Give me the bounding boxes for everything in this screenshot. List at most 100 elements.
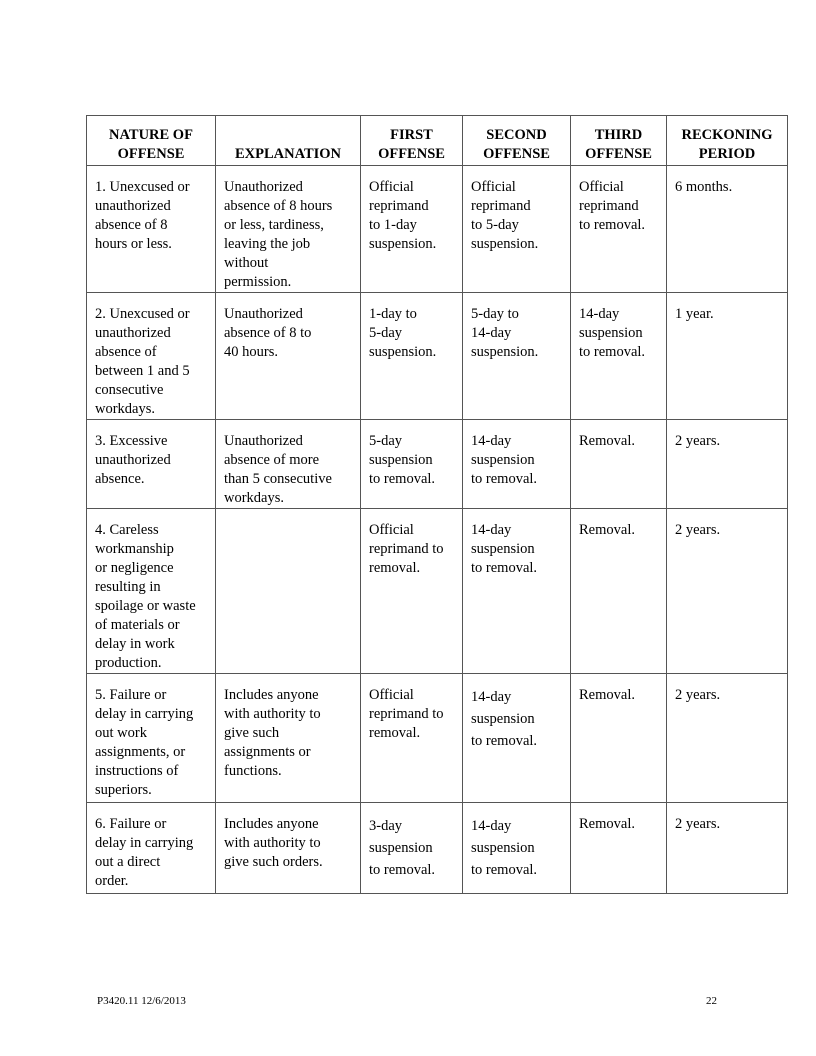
cell-text: assignments, or (95, 744, 186, 760)
cell-text: reprimand to (369, 706, 444, 722)
header-second-offense: SECOND OFFENSE (462, 115, 571, 166)
cell-second-offense: 14-day suspension to removal. (462, 419, 571, 509)
header-third-offense: THIRD OFFENSE (570, 115, 667, 166)
cell-text: reprimand (369, 198, 429, 214)
cell-text: Includes anyone (224, 816, 319, 832)
header-text: PERIOD (698, 146, 756, 162)
cell-text: suspension. (369, 236, 437, 252)
cell-text: functions. (224, 763, 282, 779)
cell-text: unauthorized (95, 198, 171, 214)
cell-text: to removal. (369, 471, 436, 487)
cell-text: Unauthorized (224, 433, 303, 449)
cell-text: Removal. (579, 816, 635, 832)
cell-text: suspension. (369, 344, 437, 360)
cell-text: to 1-day (369, 217, 417, 233)
cell-text: with authority to (224, 835, 321, 851)
cell-reckoning-period: 6 months. (666, 165, 788, 293)
cell-text: Removal. (579, 522, 635, 538)
cell-text: 1. Unexcused or (95, 179, 190, 195)
cell-third-offense: Removal. (570, 508, 667, 674)
cell-text: 14-day (471, 522, 512, 538)
cell-text: reprimand (579, 198, 639, 214)
cell-text: to removal. (471, 862, 538, 878)
cell-third-offense: Removal. (570, 802, 667, 894)
header-nature-of-offense: NATURE OF OFFENSE (86, 115, 216, 166)
cell-text: delay in work (95, 636, 175, 652)
cell-text: to removal. (471, 471, 538, 487)
cell-text: Includes anyone (224, 687, 319, 703)
cell-text: delay in carrying (95, 706, 194, 722)
cell-text: 14-day (471, 433, 512, 449)
cell-third-offense: Removal. (570, 419, 667, 509)
cell-first-offense: Official reprimand to removal. (360, 508, 463, 674)
cell-text: suspension (369, 840, 433, 856)
header-text: NATURE OF (109, 127, 193, 143)
cell-third-offense: 14-day suspension to removal. (570, 292, 667, 420)
cell-second-offense: 14-day suspension to removal. (462, 673, 571, 803)
cell-reckoning-period: 1 year. (666, 292, 788, 420)
cell-nature-of-offense: 2. Unexcused or unauthorized absence of bet… (86, 292, 216, 420)
table-row: 3. Excessive unauthorized absence. Unauthor… (86, 419, 788, 509)
cell-text: reprimand to (369, 541, 444, 557)
cell-text: to removal. (579, 217, 646, 233)
cell-text: suspension (471, 840, 535, 856)
cell-text: reprimand (471, 198, 531, 214)
cell-text: order. (95, 873, 129, 889)
cell-text: or less, tardiness, (224, 217, 324, 233)
header-text: SECOND (486, 127, 547, 143)
cell-text: give such orders. (224, 854, 323, 870)
cell-text: 4. Careless (95, 522, 159, 538)
cell-reckoning-period: 2 years. (666, 673, 788, 803)
cell-text: resulting in (95, 579, 161, 595)
cell-text: Unauthorized (224, 306, 303, 322)
cell-text: hours or less. (95, 236, 172, 252)
cell-text: workdays. (95, 401, 156, 417)
cell-text: 40 hours. (224, 344, 278, 360)
cell-text: 5. Failure or (95, 687, 167, 703)
table-header-row: NATURE OF OFFENSE EXPLANATION FIRST OFFENSE S… (86, 115, 788, 166)
cell-text: out work (95, 725, 147, 741)
cell-text: consecutive (95, 382, 164, 398)
cell-reckoning-period: 2 years. (666, 419, 788, 509)
cell-first-offense: 5-day suspension to removal. (360, 419, 463, 509)
table-row: 5. Failure or delay in carrying out work as… (86, 673, 788, 803)
cell-reckoning-period: 2 years. (666, 508, 788, 674)
cell-text: Official (471, 179, 516, 195)
cell-text: out a direct (95, 854, 161, 870)
header-text: EXPLANATION (234, 146, 342, 162)
cell-text: than 5 consecutive (224, 471, 332, 487)
cell-reckoning-period: 2 years. (666, 802, 788, 894)
cell-text: absence of 8 (95, 217, 168, 233)
cell-text: absence. (95, 471, 145, 487)
cell-text: suspension. (471, 236, 539, 252)
cell-text: instructions of (95, 763, 179, 779)
cell-text: Removal. (579, 433, 635, 449)
cell-text: 5-day (369, 325, 403, 341)
cell-text: permission. (224, 274, 292, 290)
cell-text: 3. Excessive (95, 433, 168, 449)
cell-text: Removal. (579, 687, 635, 703)
header-reckoning-period: RECKONING PERIOD (666, 115, 788, 166)
cell-second-offense: 14-day suspension to removal. (462, 508, 571, 674)
cell-second-offense: 14-day suspension to removal. (462, 802, 571, 894)
cell-text: or negligence (95, 560, 174, 576)
cell-text: to removal. (579, 344, 646, 360)
cell-third-offense: Official reprimand to removal. (570, 165, 667, 293)
cell-text: Official (369, 687, 414, 703)
cell-text: assignments or (224, 744, 311, 760)
cell-text: 2 years. (675, 687, 721, 703)
cell-text: 5-day to (471, 306, 519, 322)
cell-text: spoilage or waste (95, 598, 196, 614)
table-row: 1. Unexcused or unauthorized absence of 8 h… (86, 165, 788, 293)
cell-text: 2 years. (675, 522, 721, 538)
cell-text: 5-day (369, 433, 403, 449)
cell-text: suspension. (471, 344, 539, 360)
cell-text: 14-day (579, 306, 620, 322)
cell-first-offense: Official reprimand to 1-day suspension. (360, 165, 463, 293)
header-first-offense: FIRST OFFENSE (360, 115, 463, 166)
cell-text: 1-day to (369, 306, 417, 322)
cell-text: 14-day (471, 325, 512, 341)
cell-text: to removal. (471, 560, 538, 576)
cell-explanation: Includes anyone with authority to give suc… (215, 802, 361, 894)
